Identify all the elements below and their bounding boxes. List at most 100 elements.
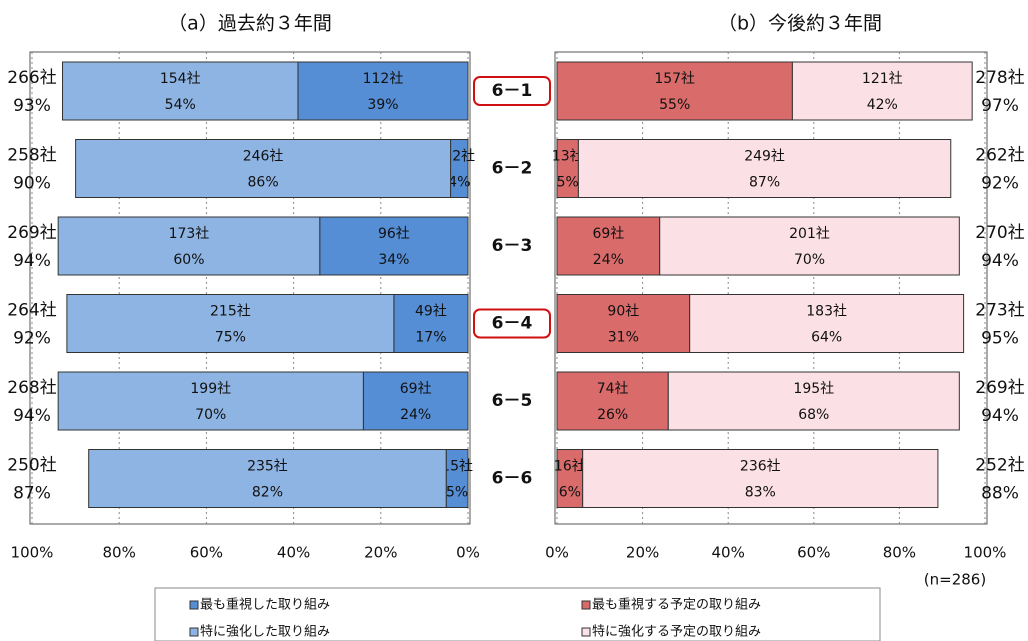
x-tick-label: 40% [712,544,745,562]
legend-swatch [581,627,591,637]
legend-label: 最も重視した取り組み [200,597,330,613]
bar-count-label: 12社 [443,149,475,165]
bar-value-label: 17% [415,330,446,346]
total-share: 90% [13,174,51,194]
bar-value-label: 5% [446,485,468,501]
bar-count-label: 13社 [552,149,584,165]
total-share: 88% [981,484,1019,504]
bar-count-label: 154社 [160,71,201,87]
category-highlight [473,76,551,106]
bar-count-label: 74社 [597,381,629,397]
bar-value-label: 34% [378,252,409,268]
bar-value-label: 4% [448,175,470,191]
legend-swatch [189,600,199,610]
bar-segment [75,139,452,198]
total-share: 94% [981,406,1019,426]
total-share: 94% [981,251,1019,271]
total-count: 273社 [975,301,1024,321]
bar-segment [556,61,793,121]
bar-value-label: 82% [252,485,283,501]
bar-count-label: 69社 [592,226,624,242]
bar-count-label: 16社 [554,459,586,475]
bar-count-label: 236社 [740,459,781,475]
category-highlight [473,308,551,339]
category-label: 6－6 [492,469,533,489]
bar-count-label: 15社 [441,459,473,475]
total-count: 252社 [975,456,1024,476]
bar-count-label: 90社 [607,304,639,320]
total-share: 95% [981,329,1019,349]
bar-value-label: 83% [745,485,776,501]
bar-segment [556,371,669,431]
bar-value-label: 24% [400,407,431,423]
bar-segment [57,216,321,276]
legend-box [154,587,881,641]
total-share: 94% [13,406,51,426]
bar-segment [667,371,960,431]
total-share: 92% [13,329,51,349]
bar-value-label: 26% [597,407,628,423]
total-share: 87% [13,484,51,504]
bar-segment [582,449,939,508]
total-share: 97% [981,96,1019,116]
bar-value-label: 39% [367,97,398,113]
legend-label: 特に強化した取り組み [200,625,330,640]
bar-segment [659,216,960,276]
total-count: 262社 [975,146,1024,166]
x-tick-label: 100% [964,544,1007,562]
x-tick-label: 60% [797,544,830,562]
bar-segment [88,449,447,508]
total-count: 269社 [975,378,1024,398]
bar-value-label: 31% [608,330,639,346]
plot-frame [554,51,988,525]
x-tick-label: 80% [103,544,136,562]
bar-value-label: 87% [749,175,780,191]
category-label: 6－3 [492,236,533,256]
bar-value-label: 42% [867,97,898,113]
bar-value-label: 60% [173,252,204,268]
chart-title: （a）過去約３年間 [168,13,332,35]
total-share: 92% [981,174,1019,194]
legend-label: 最も重視する予定の取り組み [592,597,761,613]
bar-segment [577,139,952,198]
bar-segment [66,294,395,353]
bar-segment [556,216,661,276]
bar-segment [362,371,469,431]
chart-title: （b）今後約３年間 [718,13,882,35]
bar-segment [297,61,469,121]
total-share: 94% [13,251,51,271]
bar-count-label: 157社 [654,71,695,87]
x-tick-label: 60% [190,544,223,562]
bar-count-label: 96社 [378,226,410,242]
bar-segment [57,371,364,431]
bar-value-label: 64% [811,330,842,346]
bar-segment [791,61,973,121]
bar-count-label: 201社 [789,226,830,242]
bar-segment [393,294,469,353]
bar-count-label: 69社 [400,381,432,397]
bar-value-label: 24% [593,252,624,268]
bar-segment [556,449,584,508]
bar-count-label: 235社 [247,459,288,475]
x-tick-label: 20% [364,544,397,562]
x-tick-label: 0% [545,544,569,562]
bar-count-label: 195社 [793,381,834,397]
bar-segment [689,294,965,353]
total-count: 270社 [975,223,1024,243]
bar-value-label: 70% [794,252,825,268]
total-share: 93% [13,96,51,116]
category-label: 6－4 [492,314,533,334]
bar-count-label: 112社 [363,71,404,87]
legend-label: 特に強化する予定の取り組み [592,625,761,640]
bar-value-label: 68% [798,407,829,423]
total-count: 250社 [7,456,56,476]
bar-value-label: 70% [195,407,226,423]
x-tick-label: 20% [626,544,659,562]
note: (n=286) [924,571,986,589]
category-label: 6－2 [492,159,533,179]
total-count: 268社 [7,378,56,398]
bar-count-label: 121社 [862,71,903,87]
plot-frame [29,51,471,525]
bar-count-label: 183社 [806,304,847,320]
